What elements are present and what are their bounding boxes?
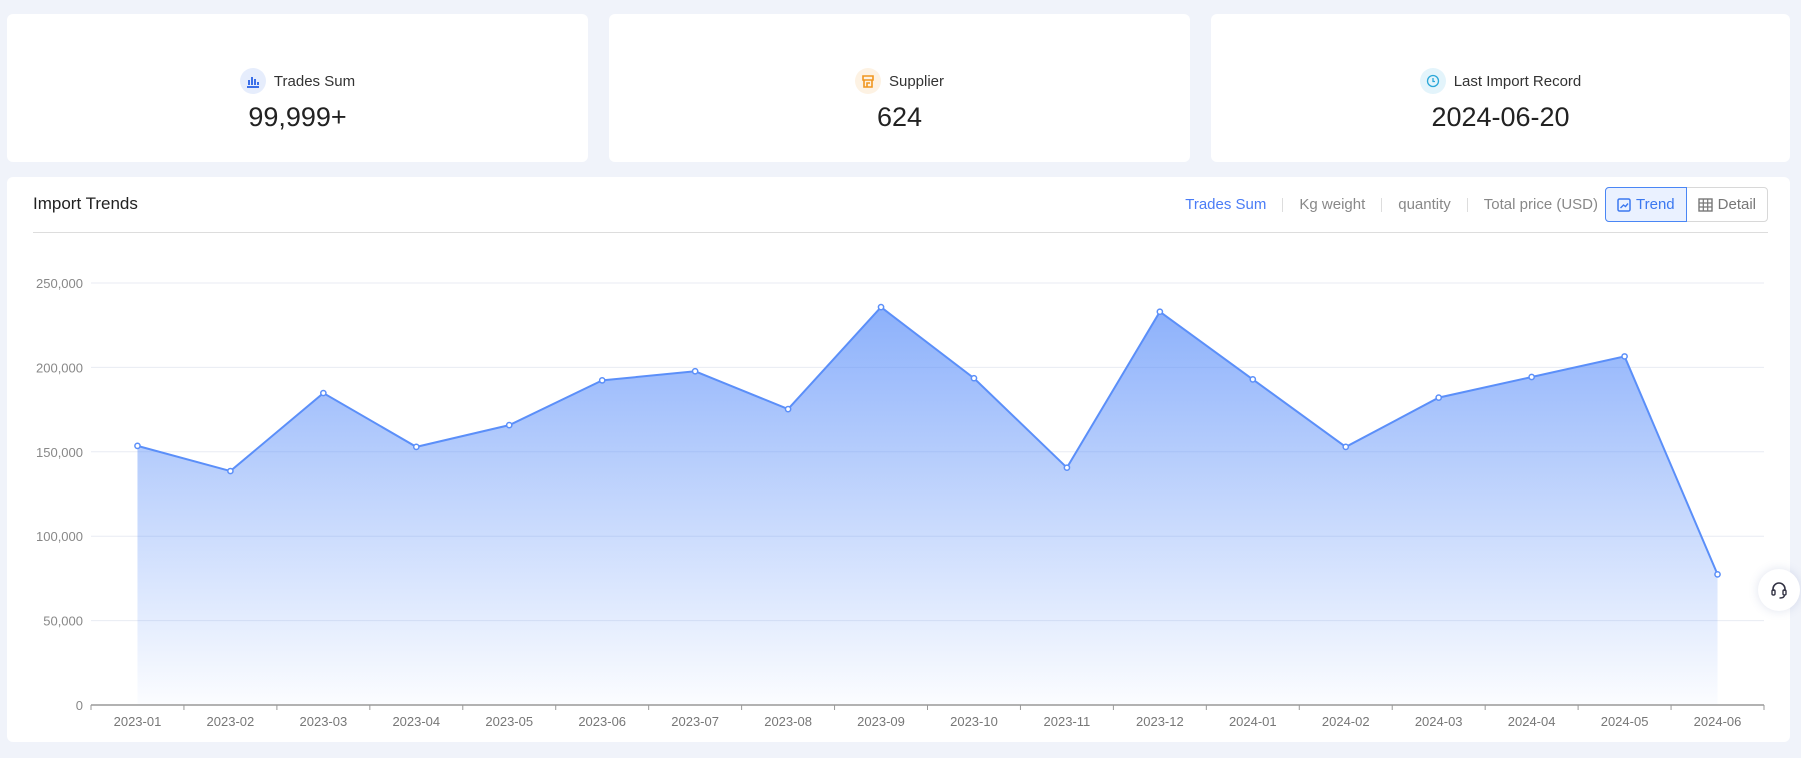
data-point [598,377,606,384]
tab-trades-sum[interactable]: Trades Sum [1185,196,1267,213]
data-point [1156,308,1164,316]
tab-kg-weight[interactable]: Kg weight [1299,196,1366,213]
x-tick-label: 2024-04 [1508,714,1556,729]
x-tick-label: 2024-05 [1601,714,1649,729]
x-tick-label: 2024-06 [1694,714,1742,729]
area-fill [137,307,1718,705]
clock-icon [1419,68,1446,94]
data-point [784,405,792,413]
data-point [691,367,699,375]
data-point [134,442,141,450]
data-point [1435,394,1443,401]
separator [1466,197,1468,212]
tab-total-price[interactable]: Total price (USD) [1483,196,1598,213]
metric-tabs: Trades Sum Kg weight quantity Total pric… [1185,196,1598,213]
view-toggle: Trend Detail [1605,187,1768,222]
header-divider [33,232,1768,233]
detail-view-button[interactable]: Detail [1687,188,1767,221]
data-point [320,389,327,397]
x-tick-label: 2023-04 [392,714,440,729]
stat-label: Trades Sum [273,72,356,90]
x-tick-label: 2023-01 [114,714,162,729]
detail-label: Detail [1717,196,1756,213]
data-point [1063,464,1071,472]
x-tick-label: 2023-08 [764,714,812,729]
y-tick-label: 0 [76,698,83,713]
x-tick-label: 2023-03 [300,714,348,729]
data-point [1714,570,1721,578]
series-line [137,305,1719,575]
data-point [227,467,234,475]
data-point [1249,376,1257,383]
table-icon [1697,197,1713,212]
data-point [1528,373,1535,381]
x-tick-label: 2024-02 [1322,714,1370,729]
y-tick-label: 250,000 [36,276,83,291]
x-tick-label: 2023-10 [950,714,998,729]
data-point [505,421,513,429]
stat-label: Supplier [888,72,945,90]
stat-card-trades-sum: Trades Sum 99,999+ [7,14,588,162]
data-point [970,374,978,382]
x-tick-label: 2023-07 [671,714,719,729]
bar-chart-icon [239,68,266,94]
stat-card-last-import: Last Import Record 2024-06-20 [1211,14,1790,162]
stat-value: 2024-06-20 [1431,102,1570,132]
store-icon [854,68,881,94]
data-point [1342,443,1350,451]
data-point [877,303,885,311]
headset-icon [1771,582,1787,599]
y-tick-label: 200,000 [36,360,83,375]
stat-card-supplier: Supplier 624 [609,14,1190,162]
separator [1381,197,1383,212]
x-tick-label: 2023-09 [857,714,905,729]
panel-title: Import Trends [33,194,138,213]
stat-value: 99,999+ [248,102,347,132]
x-tick-label: 2024-03 [1415,714,1463,729]
support-button[interactable] [1758,569,1800,611]
trend-view-button[interactable]: Trend [1605,187,1687,222]
data-point [412,443,420,451]
trend-label: Trend [1636,196,1675,213]
data-point [1621,353,1628,360]
x-tick-label: 2023-05 [485,714,533,729]
x-tick-label: 2023-12 [1136,714,1184,729]
separator [1282,197,1284,212]
stat-value: 624 [876,102,923,132]
x-tick-label: 2023-02 [207,714,255,729]
trend-icon [1617,197,1631,212]
y-tick-label: 50,000 [43,614,83,629]
y-tick-label: 100,000 [36,529,83,544]
x-tick-label: 2023-11 [1044,714,1091,729]
y-tick-label: 150,000 [36,445,83,460]
x-tick-label: 2023-06 [578,714,626,729]
x-tick-label: 2024-01 [1229,714,1277,729]
tab-quantity[interactable]: quantity [1398,196,1451,213]
stat-label: Last Import Record [1453,72,1582,90]
